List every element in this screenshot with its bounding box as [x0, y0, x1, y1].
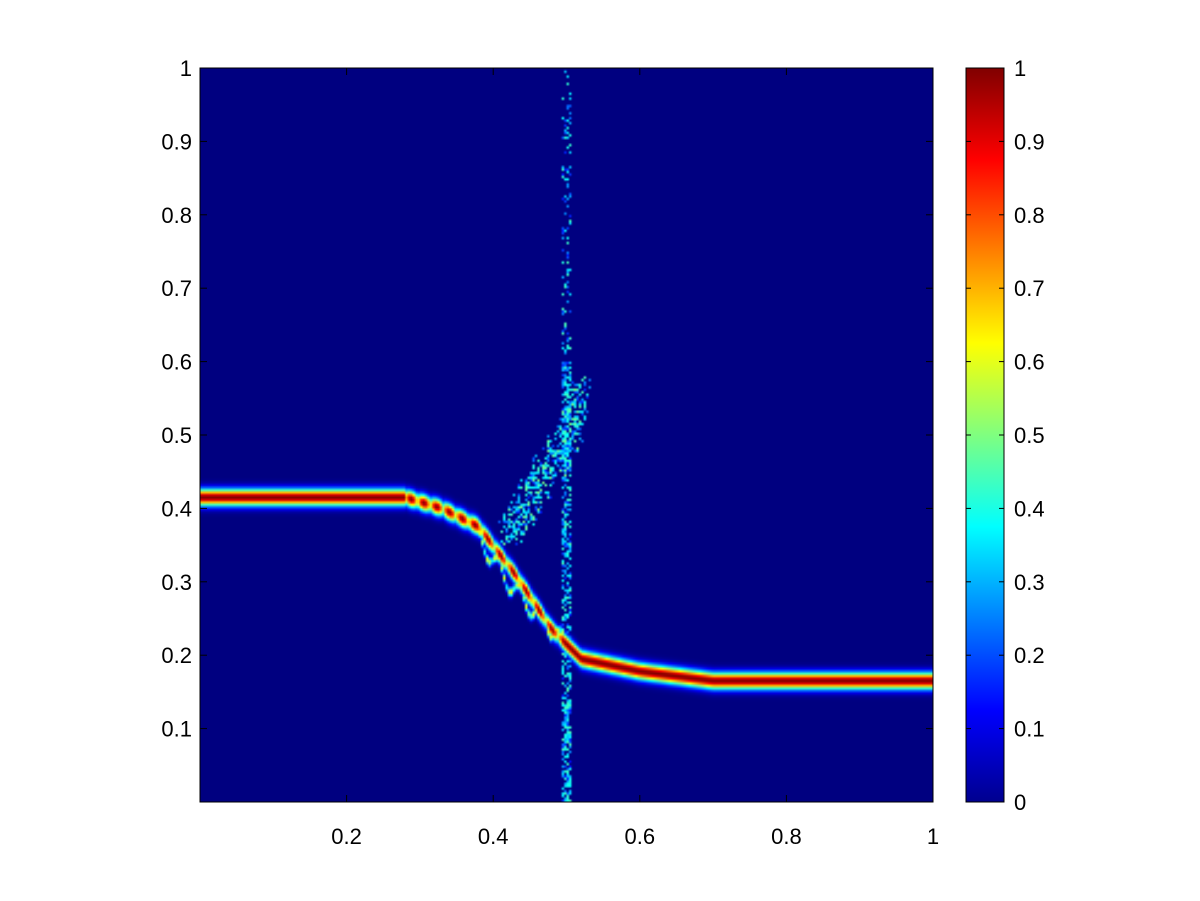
y-tick-label: 0.3 — [161, 570, 192, 595]
colorbar-tick-label: 0.8 — [1014, 203, 1045, 228]
y-tick-label: 1 — [180, 56, 192, 81]
colorbar-tick-label: 0.9 — [1014, 129, 1045, 154]
colorbar-tick-label: 0.4 — [1014, 496, 1045, 521]
colorbar-tick-label: 0.5 — [1014, 423, 1045, 448]
colorbar-tick-label: 0.3 — [1014, 570, 1045, 595]
colorbar-gradient — [966, 68, 1004, 802]
x-tick-label: 0.4 — [478, 824, 509, 849]
y-tick-label: 0.5 — [161, 423, 192, 448]
y-tick-label: 0.4 — [161, 496, 192, 521]
y-tick-label: 0.1 — [161, 717, 192, 742]
colorbar-tick-label: 0.7 — [1014, 276, 1045, 301]
x-tick-label: 0.6 — [625, 824, 656, 849]
x-tick-label: 0.2 — [331, 824, 362, 849]
colorbar-tick-label: 0.2 — [1014, 643, 1045, 668]
plot-area — [199, 67, 934, 803]
colorbar-tick-label: 0.6 — [1014, 350, 1045, 375]
x-tick-label: 0.8 — [771, 824, 802, 849]
y-tick-label: 0.6 — [161, 350, 192, 375]
y-tick-label: 0.2 — [161, 643, 192, 668]
colorbar-tick-label: 0.1 — [1014, 717, 1045, 742]
heatmap-image — [200, 68, 933, 802]
y-tick-label: 0.8 — [161, 203, 192, 228]
x-axis: 0.2 0.4 0.6 0.8 1 — [331, 68, 939, 849]
y-axis: 0.1 0.2 0.3 0.4 0.5 0.6 0.7 0.8 0.9 1 — [161, 56, 933, 742]
colorbar: 0 0.1 0.2 0.3 0.4 0.5 0.6 0.7 0.8 0.9 1 — [965, 56, 1045, 815]
colorbar-ticks: 0 0.1 0.2 0.3 0.4 0.5 0.6 0.7 0.8 0.9 1 — [966, 56, 1045, 815]
colorbar-tick-label: 0 — [1014, 790, 1026, 815]
y-tick-label: 0.9 — [161, 129, 192, 154]
x-tick-label: 1 — [927, 824, 939, 849]
y-tick-label: 0.7 — [161, 276, 192, 301]
colorbar-tick-label: 1 — [1014, 56, 1026, 81]
